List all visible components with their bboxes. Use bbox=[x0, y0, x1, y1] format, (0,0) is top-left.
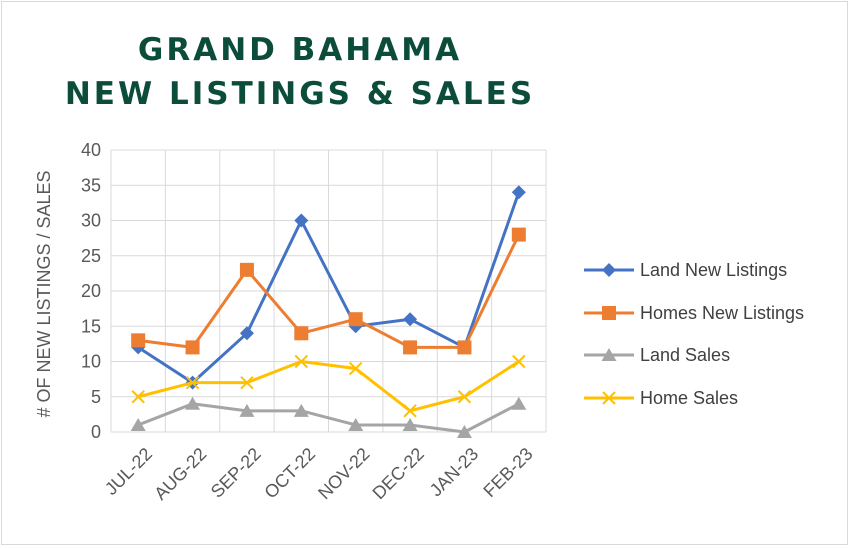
y-tick-label: 35 bbox=[81, 175, 101, 195]
data-point bbox=[185, 375, 200, 390]
data-point bbox=[348, 417, 364, 431]
data-point bbox=[511, 396, 527, 410]
data-point bbox=[403, 312, 418, 327]
legend-marker bbox=[602, 306, 616, 320]
series-land-sales bbox=[130, 396, 527, 438]
series-line bbox=[137, 191, 521, 385]
chart-title-line-1: GRAND BAHAMA bbox=[137, 32, 463, 68]
data-point bbox=[511, 227, 526, 242]
data-point bbox=[457, 390, 472, 404]
legend-item: Homes New Listings bbox=[584, 303, 804, 323]
data-point bbox=[348, 312, 363, 327]
data-point bbox=[185, 340, 200, 355]
legend-label: Home Sales bbox=[640, 388, 738, 408]
data-point bbox=[293, 403, 309, 417]
series-group bbox=[130, 185, 527, 438]
data-point bbox=[131, 390, 145, 404]
chart-title-line-2: NEW LISTINGS & SALES bbox=[64, 76, 536, 112]
y-tick-label: 20 bbox=[81, 281, 101, 301]
series-homes-new-listings bbox=[131, 227, 526, 355]
chart-title: GRAND BAHAMA NEW LISTINGS & SALES bbox=[60, 28, 540, 116]
legend-marker bbox=[602, 391, 616, 405]
y-axis-label: # OF NEW LISTINGS / SALES bbox=[34, 170, 54, 417]
series-line bbox=[137, 360, 520, 413]
legend-item: Land New Listings bbox=[584, 260, 787, 280]
y-tick-label: 30 bbox=[81, 211, 101, 231]
y-tick-label: 0 bbox=[91, 422, 101, 442]
x-tick-label: JUL-22 bbox=[101, 444, 156, 499]
data-point bbox=[240, 375, 254, 390]
series-line bbox=[137, 233, 521, 349]
legend-label: Land Sales bbox=[640, 345, 730, 365]
legend-marker bbox=[601, 348, 617, 361]
data-point bbox=[294, 354, 309, 369]
x-tick-label: SEP-22 bbox=[207, 444, 265, 502]
y-tick-label: 15 bbox=[81, 316, 101, 336]
x-tick-label: OCT-22 bbox=[260, 444, 319, 503]
data-point bbox=[402, 417, 418, 431]
data-point bbox=[294, 326, 309, 341]
gridlines bbox=[110, 149, 547, 433]
x-tick-label: JAN-23 bbox=[426, 444, 483, 501]
y-tick-label: 5 bbox=[91, 387, 101, 407]
legend-label: Land New Listings bbox=[640, 260, 787, 280]
x-tick-label: NOV-22 bbox=[314, 444, 373, 503]
series-line bbox=[137, 402, 520, 434]
y-axis-ticks: 0 5 10 15 20 25 30 35 40 bbox=[81, 140, 101, 442]
x-tick-label: FEB-23 bbox=[479, 444, 536, 501]
legend-item: Land Sales bbox=[584, 345, 730, 365]
x-axis-ticks: JUL-22AUG-22SEP-22OCT-22NOV-22DEC-22JAN-… bbox=[101, 444, 537, 504]
y-tick-label: 25 bbox=[81, 246, 101, 266]
legend: Land New Listings Homes New Listings Land … bbox=[584, 260, 804, 408]
x-tick-label: DEC-22 bbox=[369, 444, 428, 503]
data-point bbox=[403, 404, 417, 418]
legend-label: Homes New Listings bbox=[640, 303, 804, 323]
data-point bbox=[511, 185, 526, 200]
data-point bbox=[456, 425, 472, 438]
data-point bbox=[512, 354, 526, 369]
data-point bbox=[239, 262, 254, 277]
data-point bbox=[239, 403, 255, 417]
data-point bbox=[403, 340, 418, 355]
data-point bbox=[131, 333, 146, 348]
legend-item: Home Sales bbox=[584, 388, 738, 408]
data-point bbox=[185, 396, 201, 410]
series-home-sales bbox=[131, 354, 526, 418]
data-point bbox=[457, 340, 472, 355]
data-point bbox=[239, 326, 254, 341]
data-point bbox=[130, 417, 146, 431]
legend-marker bbox=[602, 263, 616, 277]
y-tick-label: 10 bbox=[81, 352, 101, 372]
x-tick-label: AUG-22 bbox=[150, 444, 210, 504]
data-point bbox=[294, 213, 309, 228]
data-point bbox=[348, 361, 363, 376]
y-tick-label: 40 bbox=[81, 140, 101, 160]
